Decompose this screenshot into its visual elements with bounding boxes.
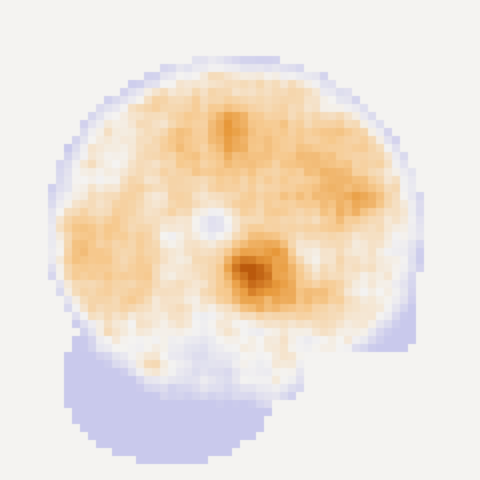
activation-map-image xyxy=(0,0,480,480)
image-viewer xyxy=(0,0,480,480)
